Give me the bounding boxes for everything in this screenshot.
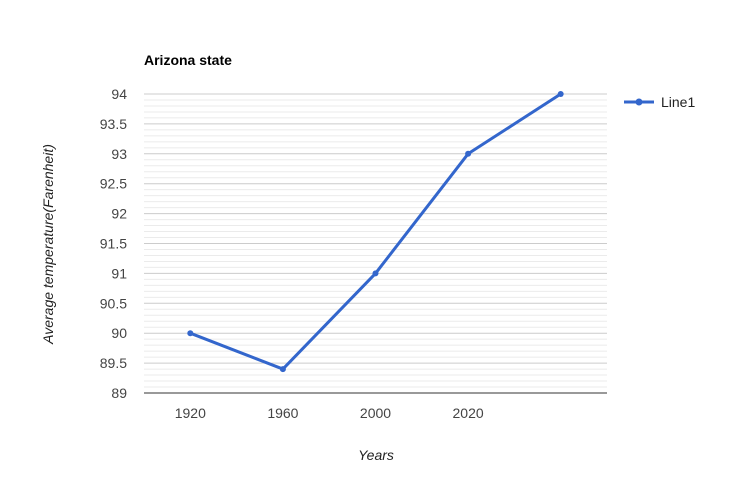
x-tick-label: 2000 [360,405,391,421]
y-tick-label: 90 [111,325,127,341]
data-point[interactable] [372,270,379,277]
y-tick-label: 94 [111,86,127,102]
y-tick-label: 89.5 [100,355,127,371]
legend-line1-label: Line1 [661,94,695,110]
y-tick-label: 89 [111,385,127,401]
data-point[interactable] [279,366,286,373]
chart-title: Arizona state [144,52,232,68]
y-axis-label: Average temperature(Farenheit) [40,144,56,345]
data-point[interactable] [557,91,564,97]
x-tick-label: 1960 [267,405,298,421]
y-tick-labels: 89 89.5 90 90.5 91 91.5 92 92.5 93 93.5 94 [100,86,127,401]
minor-gridlines [144,99,607,388]
major-gridlines [144,93,607,364]
x-tick-labels: 1920 1960 2000 2020 [175,405,484,421]
y-tick-label: 91.5 [100,236,127,252]
x-tick-label: 1920 [175,405,206,421]
legend-line1-marker [635,98,643,106]
y-tick-label: 93.5 [100,116,127,132]
x-axis-label: Years [358,447,394,463]
y-tick-label: 92.5 [100,176,127,192]
legend[interactable]: Line1 [624,94,695,110]
series-layer [187,91,564,373]
y-tick-label: 93 [111,146,127,162]
y-tick-label: 90.5 [100,295,127,311]
data-point[interactable] [465,150,472,157]
y-tick-label: 91 [111,265,127,281]
data-point[interactable] [187,330,194,337]
y-tick-label: 92 [111,206,127,222]
x-tick-label: 2020 [453,405,484,421]
